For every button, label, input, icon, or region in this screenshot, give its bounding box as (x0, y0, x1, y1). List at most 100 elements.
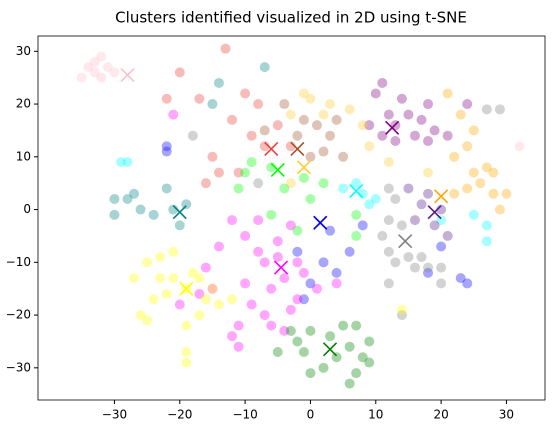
point (272, 236, 283, 247)
point (442, 230, 453, 241)
point (272, 346, 283, 357)
point (403, 109, 414, 120)
point (187, 130, 198, 141)
point (351, 230, 362, 241)
point (325, 225, 336, 236)
point (338, 151, 349, 162)
point (122, 157, 133, 168)
point (298, 267, 309, 278)
point (481, 220, 492, 231)
point (462, 278, 473, 289)
point (89, 56, 100, 67)
point (455, 273, 466, 284)
centroid (385, 120, 400, 135)
point (233, 320, 244, 331)
point (89, 67, 100, 78)
point (423, 99, 434, 110)
centroid (313, 215, 328, 230)
point (142, 257, 153, 268)
point (409, 215, 420, 226)
x-tick-label: 10 (368, 408, 383, 422)
point (161, 141, 172, 152)
point (181, 199, 192, 210)
point (240, 278, 251, 289)
plot-frame (37, 35, 546, 401)
point (207, 283, 218, 294)
point (174, 220, 185, 231)
point (390, 194, 401, 205)
point (181, 320, 192, 331)
point (122, 194, 133, 205)
point (298, 172, 309, 183)
point (423, 267, 434, 278)
point (396, 93, 407, 104)
point (298, 346, 309, 357)
point (207, 99, 218, 110)
point (462, 141, 473, 152)
y-tick-label: 0 (23, 202, 31, 216)
point (96, 72, 107, 83)
point (344, 104, 355, 115)
point (155, 252, 166, 263)
point (129, 188, 140, 199)
point (423, 262, 434, 273)
point (318, 178, 329, 189)
centroid (398, 234, 413, 249)
point (331, 278, 342, 289)
point (305, 325, 316, 336)
point (292, 130, 303, 141)
point (325, 331, 336, 342)
point (227, 294, 238, 305)
point (311, 283, 322, 294)
point (436, 215, 447, 226)
point (168, 109, 179, 120)
point (403, 183, 414, 194)
point (409, 262, 420, 273)
point (109, 209, 120, 220)
y-tick-label: −10 (6, 255, 31, 269)
point (305, 93, 316, 104)
point (364, 120, 375, 131)
y-tick-label: −30 (6, 360, 31, 374)
point (292, 294, 303, 305)
point (213, 241, 224, 252)
point (142, 315, 153, 326)
x-tick-label: 30 (499, 408, 514, 422)
point (200, 262, 211, 273)
centroid (322, 342, 338, 357)
point (423, 135, 434, 146)
point (168, 246, 179, 257)
point (272, 120, 283, 131)
point (357, 352, 368, 363)
point (311, 120, 322, 131)
point (253, 215, 264, 226)
point (344, 246, 355, 257)
x-tick-label: −10 (232, 408, 257, 422)
point (305, 194, 316, 205)
point (338, 320, 349, 331)
point (161, 288, 172, 299)
point (83, 62, 94, 73)
point (396, 310, 407, 321)
point (168, 273, 179, 284)
point (102, 62, 113, 73)
point (279, 325, 290, 336)
point (96, 51, 107, 62)
point (436, 278, 447, 289)
point (409, 130, 420, 141)
point (468, 209, 479, 220)
point (494, 104, 505, 115)
point (383, 109, 394, 120)
point (416, 199, 427, 210)
point (194, 273, 205, 284)
point (449, 188, 460, 199)
point (227, 114, 238, 125)
point (416, 114, 427, 125)
point (135, 310, 146, 321)
y-tick-label: −20 (6, 308, 31, 322)
point (233, 167, 244, 178)
point (213, 299, 224, 310)
point (213, 77, 224, 88)
point (181, 346, 192, 357)
